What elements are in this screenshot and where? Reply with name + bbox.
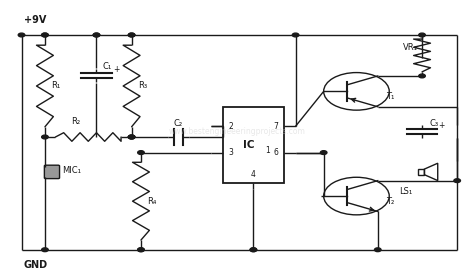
FancyBboxPatch shape (45, 165, 60, 179)
Text: +: + (113, 65, 119, 74)
Text: MIC₁: MIC₁ (62, 166, 81, 175)
Text: 6: 6 (273, 148, 278, 157)
Text: GND: GND (24, 259, 48, 270)
Circle shape (128, 135, 135, 139)
Circle shape (137, 151, 144, 155)
Circle shape (250, 248, 257, 252)
Text: C₃: C₃ (429, 119, 438, 128)
Circle shape (128, 33, 135, 37)
Bar (223, 107, 284, 183)
Text: T₂: T₂ (386, 197, 394, 206)
Text: 2: 2 (228, 122, 233, 131)
Text: C₁: C₁ (102, 62, 112, 71)
Bar (418, 169, 424, 175)
Text: 7: 7 (273, 122, 278, 131)
Circle shape (137, 248, 144, 252)
Text: R₄: R₄ (147, 197, 157, 206)
Text: C₂: C₂ (174, 119, 183, 129)
Text: +9V: +9V (24, 15, 46, 25)
Circle shape (128, 135, 135, 139)
Circle shape (320, 151, 327, 155)
Text: 1: 1 (265, 146, 270, 155)
Circle shape (128, 33, 135, 37)
Circle shape (292, 33, 299, 37)
Text: LS₁: LS₁ (399, 187, 412, 196)
Circle shape (374, 248, 381, 252)
Text: T₁: T₁ (386, 92, 394, 101)
Text: R₂: R₂ (71, 117, 80, 126)
Text: 4: 4 (251, 170, 256, 179)
Circle shape (93, 33, 100, 37)
Text: 3: 3 (228, 148, 233, 157)
Text: IC: IC (243, 140, 255, 150)
Circle shape (18, 33, 25, 37)
Circle shape (250, 248, 257, 252)
Circle shape (42, 33, 48, 37)
Circle shape (42, 248, 48, 252)
Text: VR₁: VR₁ (403, 43, 418, 52)
Circle shape (42, 135, 48, 139)
Circle shape (42, 33, 48, 37)
Text: +: + (438, 121, 445, 130)
Text: R₁: R₁ (52, 81, 61, 90)
Circle shape (93, 33, 100, 37)
Circle shape (128, 135, 135, 139)
Circle shape (454, 179, 460, 182)
Circle shape (137, 248, 144, 252)
Circle shape (419, 74, 425, 78)
Text: R₃: R₃ (138, 81, 147, 90)
Circle shape (419, 33, 425, 37)
Text: www.bestengineeeringprojects.com: www.bestengineeeringprojects.com (169, 127, 305, 136)
